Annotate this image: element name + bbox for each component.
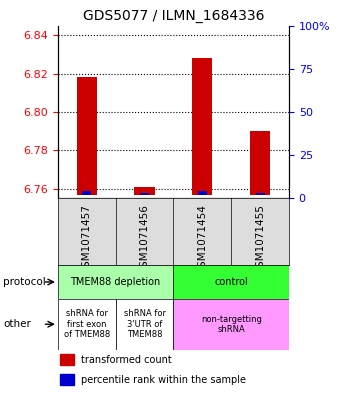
Bar (58, 265, 173, 299)
Text: GSM1071456: GSM1071456 (139, 204, 150, 274)
Text: GSM1071457: GSM1071457 (82, 204, 92, 274)
Bar (198, 191, 207, 195)
Bar (134, 187, 155, 195)
Bar (76, 77, 97, 195)
Bar (173, 265, 289, 299)
Text: transformed count: transformed count (81, 355, 172, 365)
Bar (140, 193, 149, 195)
Text: GSM1071455: GSM1071455 (255, 204, 265, 274)
Text: protocol: protocol (3, 277, 46, 287)
Text: GSM1071454: GSM1071454 (197, 204, 207, 274)
Text: shRNA for
first exon
of TMEM88: shRNA for first exon of TMEM88 (64, 309, 110, 339)
Bar (58, 299, 116, 350)
Text: percentile rank within the sample: percentile rank within the sample (81, 375, 246, 385)
Bar (256, 193, 265, 195)
Text: shRNA for
3'UTR of
TMEM88: shRNA for 3'UTR of TMEM88 (123, 309, 166, 339)
Bar (250, 131, 270, 195)
Bar (192, 58, 212, 195)
Text: non-targetting
shRNA: non-targetting shRNA (201, 314, 262, 334)
Text: control: control (214, 277, 248, 287)
Bar (60, 374, 74, 385)
Bar (60, 354, 74, 365)
Text: other: other (3, 319, 31, 329)
Text: TMEM88 depletion: TMEM88 depletion (70, 277, 161, 287)
Bar (116, 299, 173, 350)
Bar (82, 191, 91, 195)
Title: GDS5077 / ILMN_1684336: GDS5077 / ILMN_1684336 (83, 9, 264, 23)
Bar (173, 299, 289, 350)
